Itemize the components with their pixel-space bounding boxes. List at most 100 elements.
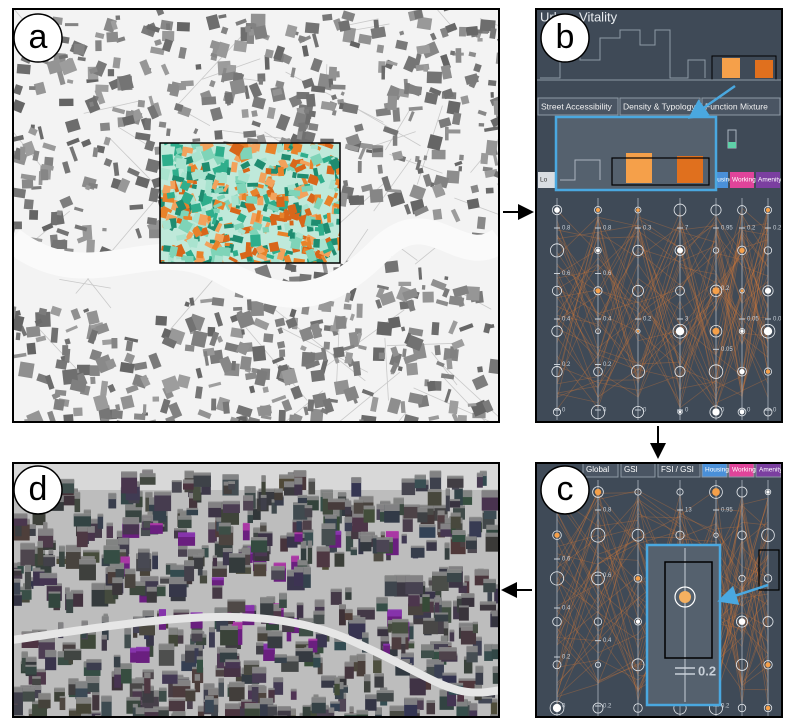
value-dot (635, 576, 641, 581)
building-roof (442, 672, 457, 676)
building-side (142, 611, 154, 623)
building-roof (158, 687, 167, 691)
building-side (178, 516, 192, 529)
tab (728, 462, 755, 478)
building-side (290, 689, 297, 700)
highlight-building (247, 182, 259, 187)
building-roof (392, 618, 409, 623)
button-label: Housing (709, 177, 733, 184)
building-side (12, 569, 22, 576)
building (94, 88, 106, 105)
building-side (344, 609, 353, 621)
highlight-building (262, 193, 271, 206)
building (59, 195, 74, 209)
building (465, 26, 479, 36)
building (297, 35, 306, 43)
building-side (483, 509, 497, 520)
building (29, 209, 39, 220)
building-side (120, 557, 130, 577)
building (422, 173, 433, 187)
building (244, 25, 252, 33)
value-ring (763, 367, 773, 376)
building (246, 299, 252, 311)
highlight-building (329, 157, 340, 171)
highlight-building (199, 143, 214, 152)
building (194, 386, 203, 399)
axis-label: 0.2 (562, 362, 571, 368)
building (369, 188, 384, 203)
highlight-building (246, 256, 253, 263)
building-roof (490, 698, 498, 703)
highlight-building (222, 184, 230, 193)
building-roof (21, 687, 35, 692)
building (201, 96, 217, 106)
building-roof (446, 568, 462, 574)
building-side (242, 523, 250, 541)
building (342, 102, 359, 115)
building-roof (80, 713, 92, 718)
building (56, 228, 70, 237)
building-roof (475, 665, 484, 673)
building-roof (433, 600, 452, 608)
building (50, 305, 62, 317)
highlight-building (305, 248, 317, 263)
building-side (279, 593, 287, 608)
building-side (330, 702, 340, 712)
building (338, 19, 351, 32)
building (263, 333, 274, 343)
building (25, 325, 41, 338)
highlight-building (190, 203, 202, 213)
building (69, 379, 87, 393)
building-side (45, 650, 57, 671)
building-roof (313, 654, 321, 658)
building (92, 60, 108, 77)
building (304, 359, 321, 370)
building (442, 287, 450, 298)
building-roof (218, 677, 225, 683)
building (447, 420, 462, 423)
building-side (434, 613, 449, 622)
building-side (436, 618, 448, 635)
building (126, 167, 140, 177)
building-side (417, 508, 428, 523)
building-roof (208, 687, 219, 696)
axis-label: 0 (562, 408, 566, 414)
building-roof (222, 474, 239, 480)
building (176, 22, 190, 32)
highlight-building (279, 212, 285, 219)
building-roof (279, 592, 287, 600)
building-side (229, 682, 245, 702)
building-side (25, 665, 37, 675)
building (150, 46, 165, 56)
building-side (376, 538, 390, 553)
building-side (408, 594, 420, 607)
building (330, 94, 338, 101)
building (100, 380, 109, 396)
building (92, 147, 99, 158)
building (40, 163, 54, 171)
building (59, 98, 74, 107)
building-side (365, 695, 377, 711)
building (492, 152, 499, 166)
building-side (492, 667, 500, 684)
building (428, 415, 440, 422)
building-roof (165, 563, 177, 565)
highlight-building (313, 197, 324, 210)
building-roof (400, 652, 414, 658)
building-roof (491, 609, 499, 617)
axis-label: 0.2 (643, 317, 652, 323)
building (162, 30, 175, 42)
building-roof (311, 696, 326, 703)
building (301, 45, 309, 57)
panel-letter: b (556, 18, 575, 56)
building-roof (184, 470, 194, 479)
building (144, 118, 152, 131)
building-side (296, 516, 302, 532)
building-roof (334, 677, 340, 684)
building-side (223, 482, 232, 494)
building-side (132, 704, 138, 718)
building (478, 122, 485, 127)
building (76, 364, 91, 376)
value-ring (549, 243, 565, 258)
building (323, 341, 331, 350)
